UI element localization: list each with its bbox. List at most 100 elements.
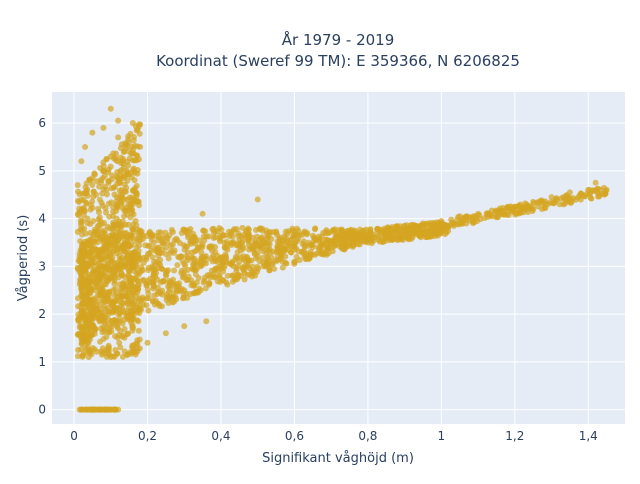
data-point — [592, 187, 599, 194]
data-point — [119, 218, 126, 225]
data-point — [113, 296, 120, 303]
data-point — [176, 280, 183, 287]
data-point — [236, 258, 243, 265]
data-point — [567, 200, 574, 207]
data-point — [271, 265, 278, 272]
data-point — [130, 134, 137, 140]
data-point — [239, 264, 246, 271]
data-point — [138, 228, 145, 235]
data-point — [93, 280, 100, 287]
tick-labels: 0 0,2 0,4 0,6 0,8 1 1,2 1,4 0 1 2 3 4 5 6 — [38, 116, 597, 443]
data-point — [100, 159, 107, 166]
data-point — [165, 255, 172, 262]
data-point — [143, 254, 150, 261]
data-point — [233, 242, 240, 249]
data-point — [79, 190, 86, 197]
data-point — [561, 200, 568, 207]
data-point — [79, 352, 86, 359]
data-point — [370, 231, 377, 238]
data-point — [109, 232, 116, 239]
data-point — [119, 353, 126, 360]
data-point — [137, 297, 144, 304]
data-point — [78, 335, 85, 342]
data-point — [538, 206, 545, 213]
data-point — [169, 241, 176, 248]
data-point — [131, 177, 138, 184]
data-point — [135, 327, 142, 334]
data-point — [585, 186, 592, 193]
data-point — [456, 213, 463, 220]
data-point — [238, 239, 245, 246]
data-point — [124, 240, 131, 247]
data-point — [511, 203, 518, 210]
y-tick-label: 3 — [38, 259, 46, 273]
data-point — [121, 196, 128, 203]
data-point — [189, 254, 196, 261]
data-point — [116, 339, 123, 346]
data-point — [145, 307, 152, 314]
data-point — [80, 196, 87, 203]
data-point — [88, 249, 94, 256]
x-tick-label: 0,8 — [358, 429, 377, 443]
data-point — [114, 174, 121, 181]
data-point — [110, 208, 117, 215]
x-tick-label: 0,2 — [138, 429, 157, 443]
data-point — [170, 298, 177, 305]
data-point — [97, 235, 104, 242]
data-point — [129, 314, 136, 321]
data-point — [190, 290, 197, 297]
data-point — [367, 226, 374, 233]
data-point — [336, 226, 343, 233]
data-point — [165, 299, 172, 306]
data-point — [346, 229, 353, 236]
data-point — [173, 287, 180, 294]
chart-title-line1: År 1979 - 2019 — [282, 30, 395, 49]
data-point — [181, 260, 188, 267]
data-point — [234, 249, 241, 256]
data-point — [159, 246, 166, 253]
data-point — [90, 301, 97, 308]
data-point — [117, 288, 124, 295]
data-point — [249, 246, 256, 253]
data-point — [135, 156, 142, 163]
data-point — [133, 189, 140, 196]
data-point — [575, 194, 582, 201]
data-point — [254, 196, 261, 203]
data-point — [340, 238, 347, 245]
data-point — [319, 241, 326, 248]
data-point — [95, 205, 102, 212]
data-point — [117, 344, 124, 351]
data-point — [113, 215, 120, 222]
data-point — [162, 268, 169, 275]
data-point — [181, 323, 188, 330]
data-point — [129, 321, 136, 328]
data-point — [150, 283, 157, 290]
data-point — [225, 228, 232, 235]
data-point — [240, 253, 247, 260]
data-point — [401, 222, 408, 229]
data-point — [309, 241, 316, 248]
data-point — [132, 286, 139, 293]
data-point — [88, 255, 95, 262]
data-point — [111, 183, 118, 190]
data-point — [94, 248, 101, 255]
data-point — [91, 268, 98, 275]
data-point — [88, 296, 95, 303]
data-point — [393, 223, 400, 230]
data-point — [96, 183, 103, 190]
data-point — [117, 154, 124, 161]
data-point — [171, 267, 178, 274]
data-point — [115, 311, 122, 318]
data-point — [206, 243, 213, 250]
data-point — [122, 188, 129, 195]
data-point — [98, 221, 105, 228]
data-point — [85, 354, 92, 361]
data-point — [184, 266, 191, 273]
data-point — [127, 214, 134, 221]
data-point — [133, 244, 140, 251]
data-point — [89, 323, 96, 330]
data-point — [138, 306, 145, 313]
data-point — [246, 271, 253, 278]
data-point — [87, 206, 94, 213]
data-point — [570, 194, 577, 201]
